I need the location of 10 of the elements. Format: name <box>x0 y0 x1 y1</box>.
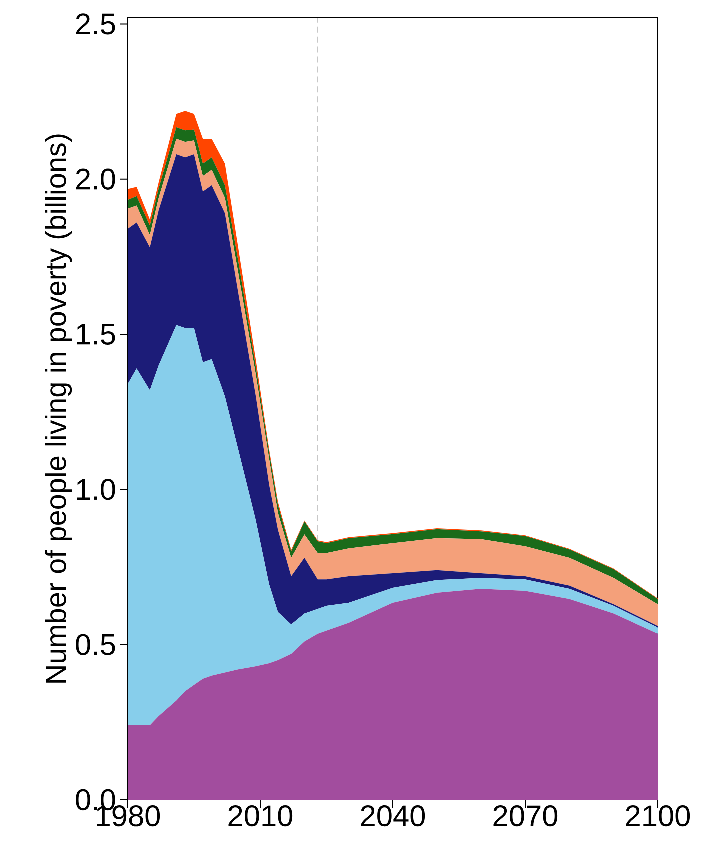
x-tick-label: 2010 <box>228 806 293 827</box>
y-tick-label: 1.0 <box>77 479 116 500</box>
y-tick-label: 2.0 <box>76 168 116 190</box>
y-tick-label: 2.5 <box>76 14 116 35</box>
y-tick-label: 0.5 <box>76 634 116 656</box>
x-tick-label: 2040 <box>361 806 426 827</box>
y-axis-title: Number of people living in poverty (billions) <box>45 134 72 683</box>
y-tick-label: 1.5 <box>77 324 116 345</box>
x-tick-label: 2070 <box>494 806 558 827</box>
x-tick-label: 2100 <box>626 806 690 827</box>
